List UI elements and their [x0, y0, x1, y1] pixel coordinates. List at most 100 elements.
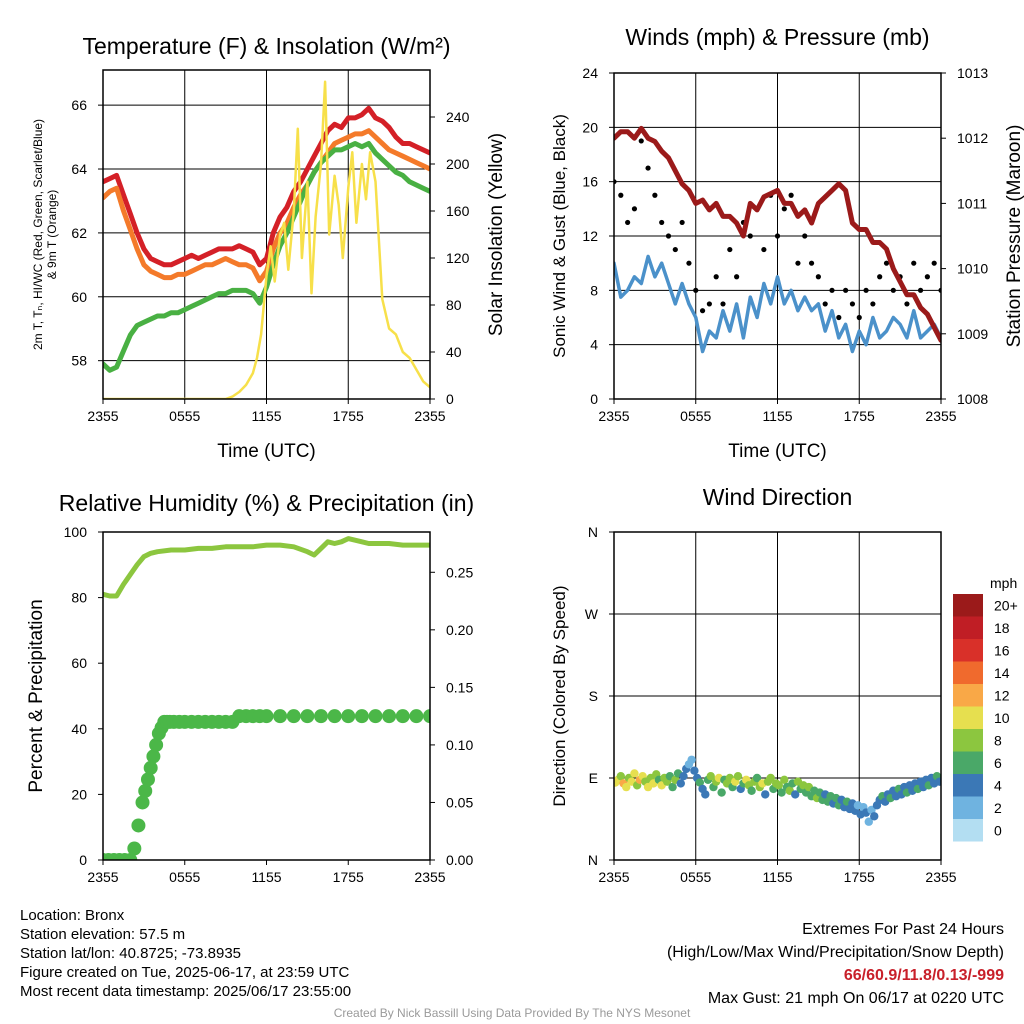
plot-frame [102, 531, 431, 861]
data-point-precip [327, 709, 342, 724]
y-tick-label: 20 [71, 786, 87, 802]
data-point-gust [693, 287, 699, 293]
y-tick-label: 66 [71, 97, 87, 113]
data-point-gust [890, 287, 896, 293]
data-group [614, 125, 941, 354]
direction-point [747, 786, 756, 795]
x-tick-label: 0555 [680, 869, 711, 885]
x-tick-label: 1755 [333, 408, 364, 424]
data-point-gust [618, 192, 624, 198]
data-group [103, 536, 430, 860]
y-right-tick-label: 200 [446, 156, 470, 172]
x-tick-label: 1155 [251, 408, 281, 424]
direction-point [679, 771, 688, 781]
y-tick-label: 64 [71, 161, 87, 177]
data-point-gust [747, 233, 753, 239]
colorbar-swatch [953, 751, 983, 774]
direction-point [774, 781, 784, 790]
x-tick-label: 1155 [251, 869, 281, 885]
data-point-gust [877, 274, 883, 280]
data-point-gust [836, 314, 842, 321]
series-line-pressure [614, 125, 941, 343]
colorbar-tick-label: 10 [994, 710, 1010, 726]
y-tick-label: 40 [71, 721, 87, 737]
y-axis-label-line: 2m T, Tₙ, HI/WC (Red, Green, Scarlet/Blu… [31, 119, 45, 350]
colorbar-swatch [953, 616, 983, 639]
colorbar-tick-label: 0 [994, 822, 1002, 838]
y-tick-label: 100 [64, 524, 88, 540]
y-right-tick-label: 1013 [957, 65, 988, 81]
y-axis-label: Sonic Wind & Gust (Blue, Black) [550, 114, 569, 358]
y-right-tick-label: 0.15 [446, 679, 473, 695]
data-point-gust [883, 260, 890, 266]
direction-point [695, 778, 705, 787]
colorbar-tick-label: 6 [994, 755, 1002, 771]
data-point-gust [706, 301, 712, 307]
y-right-tick-label: 160 [446, 203, 470, 219]
recent-data-timestamp: Most recent data timestamp: 2025/06/17 2… [20, 983, 352, 1000]
data-point-gust [781, 206, 787, 212]
y-axis-label: Direction (Colored By Speed) [550, 585, 569, 806]
data-point-gust [822, 301, 828, 307]
data-point-precip [127, 841, 142, 856]
data-point-gust [652, 192, 658, 198]
colorbar-swatch [953, 594, 983, 617]
extremes-subtitle: (High/Low/Max Wind/Precipitation/Snow De… [666, 944, 1004, 961]
data-point-gust [856, 314, 862, 321]
colorbar-label: mph [990, 575, 1017, 591]
y-tick-label: 12 [582, 228, 598, 244]
figure-created: Figure created on Tue, 2025-06-17, at 23… [20, 964, 350, 981]
y-tick-label: 62 [71, 225, 87, 241]
data-point-gust [924, 274, 930, 280]
y-right-tick-label: 0.05 [446, 794, 473, 810]
data-point-precip [354, 709, 369, 724]
data-group [103, 80, 430, 399]
colorbar-swatch [953, 661, 983, 684]
x-tick-label: 1155 [762, 408, 792, 424]
y-tick-label: 60 [71, 655, 87, 671]
colorbar-tick-label: 4 [994, 777, 1002, 793]
data-point-gust [631, 206, 638, 212]
direction-point [733, 771, 743, 781]
chart-title: Winds (mph) & Pressure (mb) [625, 24, 929, 50]
y-right-tick-label: 1012 [957, 130, 988, 146]
colorbar-tick-label: 20+ [994, 597, 1018, 613]
data-point-precip [395, 709, 410, 724]
y-right-tick-label: 120 [446, 250, 470, 266]
x-tick-label: 2355 [925, 408, 956, 424]
y-tick-label: S [589, 688, 598, 704]
y-right-tick-label: 0 [446, 391, 454, 407]
direction-point [616, 771, 626, 781]
extremes-panel: Extremes For Past 24 Hours (High/Low/Max… [667, 918, 1004, 1010]
colorbar-tick-label: 16 [994, 642, 1010, 658]
direction-point [717, 788, 726, 797]
y-tick-label: 60 [71, 289, 87, 305]
y-axis-label-line: & 9m T (Orange) [45, 190, 59, 280]
y-right-tick-label: 0.20 [446, 622, 473, 638]
station-info: Location: Bronx Station elevation: 57.5 … [20, 906, 351, 1001]
direction-point [766, 773, 775, 783]
y-right-tick-label: 40 [446, 344, 462, 360]
colorbar-swatch [953, 684, 983, 707]
data-point-gust [788, 192, 794, 198]
credit-line: Created By Nick Bassill Using Data Provi… [333, 1006, 691, 1020]
y-tick-label: N [588, 524, 598, 540]
data-group [614, 755, 941, 826]
data-point-gust [795, 260, 801, 266]
x-tick-label: 2355 [87, 408, 118, 424]
data-point-gust [638, 138, 644, 144]
y-right-tick-label: 0.25 [446, 564, 473, 580]
data-point-gust [734, 274, 740, 280]
y-tick-label: 8 [590, 282, 598, 298]
data-point-precip [259, 709, 274, 724]
data-point-gust [863, 287, 869, 293]
x-tick-label: 0555 [680, 408, 711, 424]
data-point-gust [713, 274, 719, 280]
colorbar-swatch [953, 706, 983, 729]
y-axis-label: 2m T, Tₙ, HI/WC (Red, Green, Scarlet/Blu… [31, 119, 59, 350]
data-point-gust [843, 287, 849, 293]
x-tick-label: 2355 [598, 869, 629, 885]
data-point-precip [135, 795, 150, 810]
station-elevation: Station elevation: 57.5 m [20, 926, 186, 943]
